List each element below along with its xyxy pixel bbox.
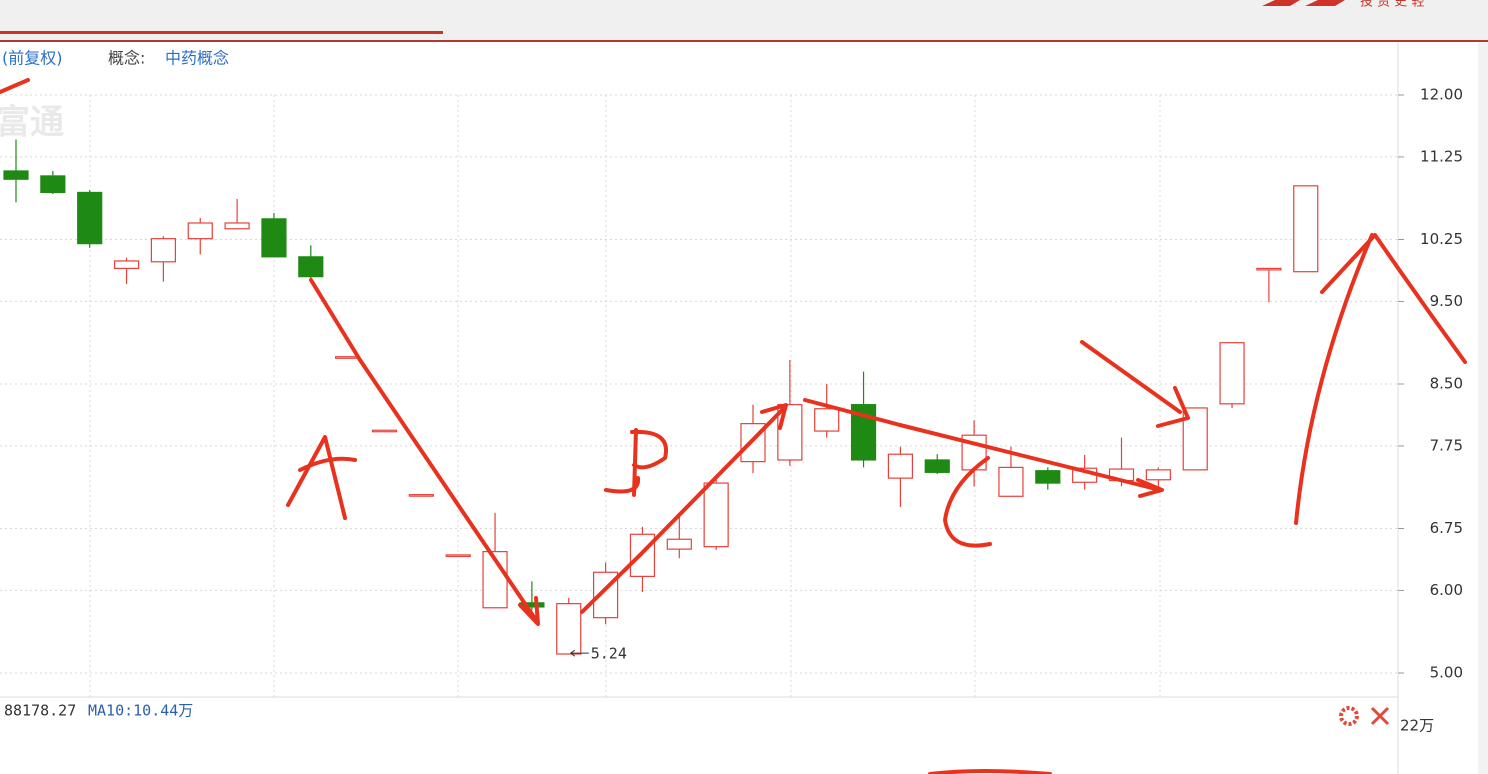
candle-body xyxy=(1293,185,1319,273)
candle-body xyxy=(150,238,176,263)
y-tick-label: 12.00 xyxy=(1420,86,1463,104)
y-tick-label: 11.25 xyxy=(1420,147,1463,165)
y-tick-label: 6.00 xyxy=(1430,581,1463,599)
min-marker xyxy=(569,649,589,657)
header-line xyxy=(0,40,1488,42)
y-tick-label: 9.50 xyxy=(1430,292,1463,310)
side-panel xyxy=(1478,42,1488,774)
candle-body xyxy=(408,494,434,497)
adjust-label: (前复权) xyxy=(2,49,63,68)
concept-label: 概念: xyxy=(108,49,145,68)
candle-body xyxy=(1035,470,1061,484)
watermark: 富通 xyxy=(0,103,64,143)
tab-underline xyxy=(0,31,443,34)
candle-body xyxy=(298,256,324,278)
min-price-label: 5.24 xyxy=(591,645,627,663)
settings-icon[interactable] xyxy=(1339,706,1359,726)
concept: 中药概念 xyxy=(165,49,229,68)
y-tick-label: 8.50 xyxy=(1430,375,1463,393)
volume-ma5: 88178.27 xyxy=(4,702,76,720)
candle-body xyxy=(1145,469,1171,481)
brand: 投 资 史 轻 xyxy=(1360,0,1424,10)
candle-body xyxy=(261,218,287,258)
candle-body xyxy=(187,222,213,240)
candle-body xyxy=(1256,267,1282,271)
candle-body xyxy=(924,459,950,473)
annotations xyxy=(0,78,1467,774)
y-tick-label: 7.75 xyxy=(1430,436,1463,454)
volume-axis-label: 22万 xyxy=(1400,717,1434,735)
date-grid xyxy=(89,95,1161,697)
candle-body xyxy=(1219,342,1245,405)
candle-body xyxy=(77,191,103,245)
plot: 5.00 6.00 6.75 7.75 8.50 9.50 10.25 11.25 12.00 5… xyxy=(0,86,1463,682)
candle-body xyxy=(371,429,398,433)
candle-body xyxy=(998,466,1024,497)
candle-body xyxy=(666,538,692,550)
volume-ma10: MA10:10.44万 xyxy=(88,702,193,720)
candle-body xyxy=(224,222,250,230)
candle-body xyxy=(887,453,914,479)
candle-body xyxy=(556,603,582,655)
candle-body xyxy=(113,260,140,269)
candle-body xyxy=(814,408,840,432)
y-tick-label: 6.75 xyxy=(1430,519,1463,537)
candle-body xyxy=(445,554,471,558)
close-icon[interactable] xyxy=(1370,706,1390,726)
y-tick-label: 10.25 xyxy=(1420,230,1463,248)
candle-body xyxy=(703,482,729,548)
candle-body xyxy=(40,175,66,194)
candle-body xyxy=(3,170,29,180)
logo xyxy=(1262,0,1345,6)
y-tick-label: 5.00 xyxy=(1430,664,1463,682)
